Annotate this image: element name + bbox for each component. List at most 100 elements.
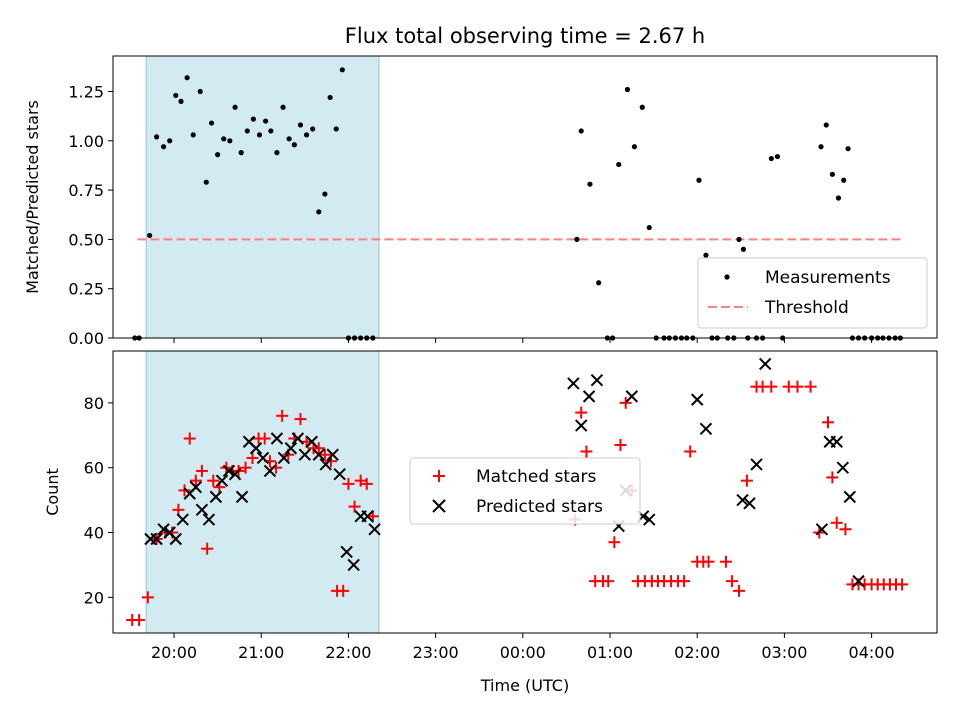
predicted-star-point <box>815 523 829 536</box>
measurement-point <box>215 152 221 158</box>
measurement-point <box>167 138 173 144</box>
legend-matched-label: Matched stars <box>476 467 596 487</box>
predicted-star-point <box>222 464 236 478</box>
predicted-star-point <box>228 467 242 481</box>
predicted-star-point <box>189 480 203 494</box>
matched-star-point <box>678 575 691 588</box>
predicted-star-point <box>284 442 298 455</box>
measurement-point <box>160 144 167 150</box>
bottom-x-tick-label: 00:00 <box>500 643 546 662</box>
matched-star-point <box>183 432 196 445</box>
matched-star-point <box>602 575 615 588</box>
top-y-tick-label: 0.00 <box>68 329 104 348</box>
predicted-star-point <box>843 490 857 504</box>
measurement-point <box>178 98 184 104</box>
measurement-point <box>774 153 781 160</box>
top-shaded-span <box>145 55 380 339</box>
predicted-star-point <box>852 574 865 588</box>
matched-star-point <box>733 584 746 597</box>
predicted-star-point <box>567 377 580 390</box>
measurement-point <box>238 150 244 156</box>
bottom-y-tick-label: 20 <box>84 588 104 607</box>
measurement-point <box>203 179 209 185</box>
measurement-point <box>262 118 269 124</box>
measurement-point <box>339 67 345 73</box>
matched-star-point <box>791 380 804 393</box>
bottom-y-axis-label: Count <box>43 468 62 516</box>
measurement-point <box>173 92 179 99</box>
matched-star-point <box>318 448 331 461</box>
predicted-star-point <box>830 435 843 448</box>
matched-star-point <box>354 474 367 487</box>
measurement-point <box>818 144 824 150</box>
measurement-point <box>184 75 190 81</box>
predicted-star-point <box>759 357 772 371</box>
predicted-star-points <box>144 357 865 588</box>
measurement-point <box>274 150 280 156</box>
legend-matched-marker <box>433 470 445 482</box>
legend-predicted-marker <box>432 499 446 513</box>
top-axes: 0.00 0.25 0.50 0.75 1.00 1.25 Flux total obse… <box>23 24 938 348</box>
predicted-star-point <box>249 442 263 455</box>
top-legend-box <box>697 257 928 329</box>
measurement-point <box>190 132 196 138</box>
measurement-point <box>197 88 203 95</box>
bottom-legend: Matched stars Predicted stars <box>409 457 641 525</box>
measurement-point <box>835 195 842 201</box>
measurement-point <box>574 236 580 242</box>
predicted-star-point <box>256 451 270 465</box>
predicted-star-point <box>361 510 374 523</box>
predicted-star-point <box>169 532 182 546</box>
matched-star-point <box>294 413 307 426</box>
predicted-star-point <box>836 461 850 474</box>
bottom-y-tick-label: 60 <box>84 459 104 478</box>
matched-star-point <box>839 523 852 536</box>
predicted-star-point <box>235 490 249 504</box>
matched-star-point <box>189 474 202 487</box>
measurement-point <box>596 280 602 286</box>
predicted-star-point <box>312 448 325 461</box>
bottom-x-tick-label: 23:00 <box>413 643 459 662</box>
measurement-point <box>322 191 328 197</box>
measurement-point <box>297 122 304 128</box>
matched-star-point <box>719 555 732 568</box>
matched-star-point <box>619 396 632 409</box>
matched-star-point <box>133 614 146 627</box>
predicted-star-point <box>319 458 332 471</box>
predicted-star-point <box>743 497 756 510</box>
bottom-y-tick-label: 80 <box>84 394 104 413</box>
measurement-point <box>291 142 297 148</box>
measurement-point <box>333 126 339 132</box>
matched-star-point <box>360 477 373 490</box>
matched-star-point <box>141 591 154 604</box>
predicted-star-point <box>215 474 229 487</box>
predicted-star-point <box>625 390 639 403</box>
predicted-star-point <box>291 432 305 445</box>
top-y-tick-label: 0.25 <box>68 280 104 299</box>
predicted-star-point <box>263 464 277 478</box>
measurement-point <box>841 177 847 183</box>
measurement-point <box>696 177 702 183</box>
bottom-axes: 20 40 60 80 20:00 21:00 22:00 23:00 00:00 01:00 0… <box>43 350 938 695</box>
predicted-star-point <box>750 458 763 471</box>
measurement-point <box>823 122 829 128</box>
predicted-star-point <box>368 523 381 536</box>
bottom-x-tick-label: 02:00 <box>674 643 720 662</box>
matched-star-point <box>246 451 259 464</box>
matched-star-point <box>765 380 778 393</box>
matched-star-point <box>258 432 271 445</box>
predicted-star-point <box>333 467 346 481</box>
top-legend: Measurements Threshold <box>697 257 928 329</box>
matched-star-point <box>826 471 839 484</box>
bottom-y-ticks: 20 40 60 80 <box>84 394 113 607</box>
measurement-point <box>829 171 835 177</box>
matched-star-point <box>348 500 361 513</box>
matched-star-point <box>276 409 289 422</box>
matched-star-point <box>684 445 697 458</box>
predicted-star-point <box>643 513 656 526</box>
predicted-star-point <box>575 419 588 432</box>
predicted-star-point <box>691 393 704 406</box>
predicted-star-point <box>590 373 604 387</box>
matched-star-point <box>312 442 325 455</box>
